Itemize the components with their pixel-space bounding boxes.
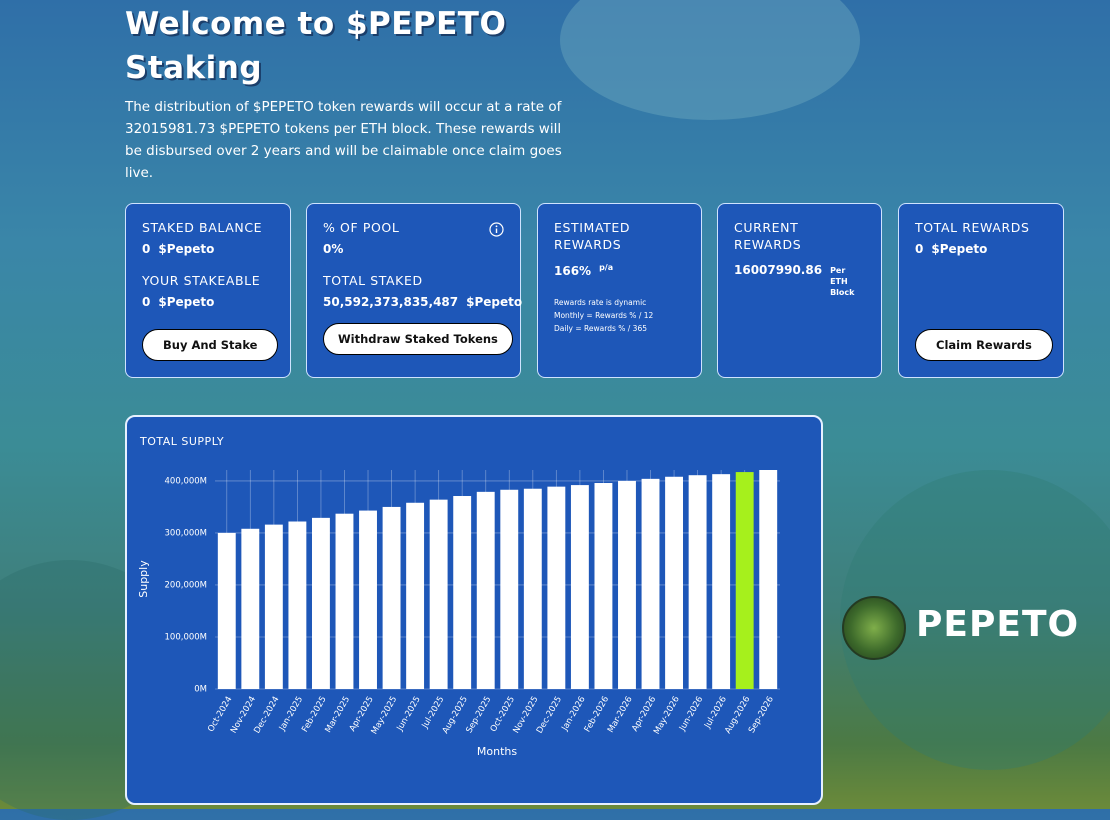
y-tick-label: 200,000M <box>165 580 207 590</box>
card-value: 166% p/a <box>554 263 685 278</box>
note: Rewards rate is dynamic <box>554 298 647 307</box>
unit: $Pepeto <box>158 242 215 256</box>
x-tick-label: Jun-2026 <box>677 695 705 734</box>
bar <box>288 521 307 689</box>
bar <box>641 478 660 689</box>
card-value: 0 $Pepeto <box>142 295 274 309</box>
bar <box>241 528 260 689</box>
card-label: TOTAL STAKED <box>323 273 423 288</box>
x-tick-label: Jul-2026 <box>702 695 729 731</box>
bar <box>406 502 425 689</box>
bar <box>264 524 283 689</box>
bar <box>217 532 236 689</box>
card-label: % OF POOL <box>323 220 400 235</box>
unit: $Pepeto <box>158 295 215 309</box>
card: STAKED BALANCE 0 $Pepeto YOUR STAKEABLE 0… <box>125 203 291 378</box>
card-value: 50,592,373,835,487 $Pepeto <box>323 295 522 309</box>
bar <box>594 483 613 689</box>
y-tick-label: 100,000M <box>165 632 207 642</box>
bar <box>547 486 566 689</box>
chart: Supply Months 0M 100,000M 200,000M 300,000M… <box>137 470 780 758</box>
y-tick-label: 300,000M <box>165 528 207 538</box>
bar <box>429 499 448 689</box>
x-axis-label: Months <box>477 745 517 758</box>
unit: Per ETH Block <box>830 266 855 297</box>
unit: $Pepeto <box>931 242 988 256</box>
button[interactable]: Buy And Stake <box>142 329 279 361</box>
logo: PEPETO <box>916 604 1080 645</box>
unit: p/a <box>599 263 614 272</box>
card-label: TOTAL REWARDS <box>915 220 1030 235</box>
y-tick-label: 0M <box>194 685 207 695</box>
card-value: 0 $Pepeto <box>142 242 274 256</box>
y-axis-label: Supply <box>137 560 150 598</box>
note: Monthly = Rewards % / 12 <box>554 311 654 320</box>
card: CURRENT REWARDS 16007990.86 Per ETH Block <box>717 203 882 378</box>
bar <box>618 480 636 689</box>
value: 0 <box>915 242 924 256</box>
value: 0% <box>323 242 344 256</box>
card: ESTIMATED REWARDS 166% p/a Rewards rate i… <box>537 203 702 378</box>
bar <box>476 491 495 689</box>
card: TOTAL REWARDS 0 $Pepeto Claim Rewards <box>898 203 1064 378</box>
card-label: CURRENT REWARDS <box>734 220 802 252</box>
bar <box>500 489 519 689</box>
bar <box>453 496 472 689</box>
info-icon[interactable] <box>489 222 504 237</box>
card-value: 16007990.86 Per ETH Block <box>734 263 865 298</box>
card-label: ESTIMATED REWARDS <box>554 220 631 252</box>
logo-icon <box>842 596 906 660</box>
bg-shape <box>560 0 860 120</box>
bar <box>570 485 589 689</box>
bar <box>382 506 401 689</box>
y-tick-label: 400,000M <box>165 476 207 486</box>
notes: Rewards rate is dynamic Monthly = Reward… <box>554 296 685 335</box>
unit: $Pepeto <box>466 295 523 309</box>
card-value: 0 $Pepeto <box>915 242 1047 256</box>
x-tick-label: Jun-2025 <box>395 695 423 734</box>
bar <box>523 488 542 689</box>
bar <box>735 472 754 689</box>
card-label: STAKED BALANCE <box>142 220 263 235</box>
page-title: Welcome to $PEPETO Staking <box>125 6 507 86</box>
chart-panel: TOTAL SUPPLY Supply Months 0M 100,000M 200… <box>125 415 823 805</box>
value: 50,592,373,835,487 <box>323 295 459 309</box>
x-tick-label: Jul-2025 <box>420 695 447 731</box>
value: 0 <box>142 242 151 256</box>
note: Daily = Rewards % / 365 <box>554 324 647 333</box>
card: % OF POOL 0% TOTAL STAKED 50,592,373,835… <box>306 203 522 378</box>
card-label: YOUR STAKEABLE <box>142 273 261 288</box>
bar <box>712 474 731 689</box>
value: 0 <box>142 295 151 309</box>
bar <box>359 510 377 689</box>
bar <box>311 517 330 689</box>
value: 166% <box>554 264 592 278</box>
chart-title: TOTAL SUPPLY <box>140 435 225 448</box>
bar <box>759 470 778 689</box>
card-value: 0% <box>323 242 504 256</box>
bar <box>688 475 707 689</box>
value: 16007990.86 <box>734 263 823 277</box>
button[interactable]: Withdraw Staked Tokens <box>323 323 513 355</box>
description: The distribution of $PEPETO token reward… <box>125 99 562 181</box>
bar <box>335 513 354 689</box>
bar <box>665 476 684 689</box>
button[interactable]: Claim Rewards <box>915 329 1053 361</box>
